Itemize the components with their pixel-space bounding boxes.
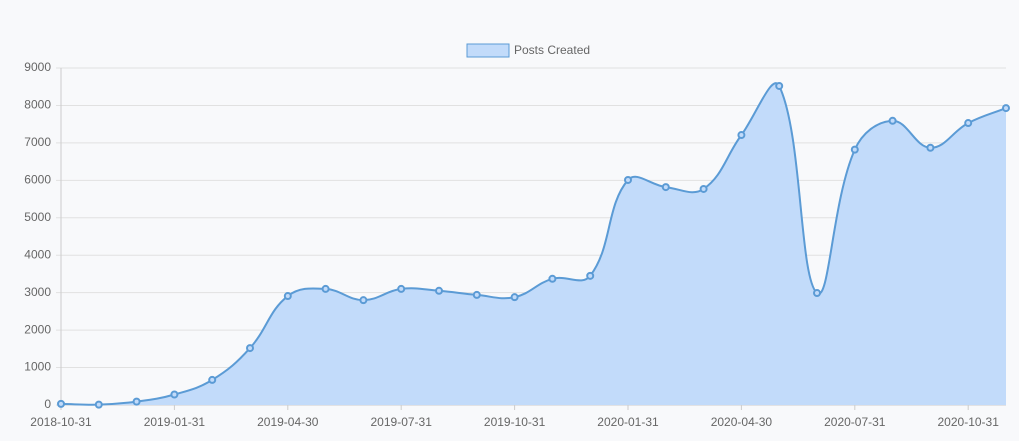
point <box>359 296 368 305</box>
point <box>283 292 292 301</box>
y-tick-label: 5000 <box>24 210 51 224</box>
point <box>964 119 973 128</box>
x-tick-label: 2020-01-31 <box>597 415 659 429</box>
point <box>699 184 708 193</box>
y-tick-label: 3000 <box>24 285 51 299</box>
x-tick-label: 2019-01-31 <box>144 415 206 429</box>
point <box>888 116 897 125</box>
point <box>775 81 784 90</box>
point <box>132 397 141 406</box>
area-fill <box>61 83 1006 405</box>
point <box>435 286 443 295</box>
point <box>1002 104 1010 113</box>
y-tick-label: 1000 <box>24 360 51 374</box>
point <box>813 289 821 298</box>
point <box>472 290 481 299</box>
y-tick-label: 8000 <box>24 98 51 112</box>
y-tick-label: 0 <box>44 397 51 411</box>
x-tick-label: 2019-10-31 <box>484 415 546 429</box>
x-tick-label: 2020-04-30 <box>711 415 773 429</box>
point <box>170 390 179 399</box>
x-tick-label: 2019-07-31 <box>371 415 433 429</box>
point <box>94 400 103 409</box>
line <box>60 82 1007 406</box>
y-tick-label: 6000 <box>24 173 51 187</box>
point <box>208 375 217 384</box>
x-tick-label: 2019-04-30 <box>257 415 319 429</box>
x-tick-label: 2018-10-31 <box>30 415 92 429</box>
point <box>510 293 519 302</box>
point <box>397 284 406 293</box>
point <box>321 284 330 293</box>
y-tick-label: 9000 <box>24 60 51 74</box>
point <box>57 399 65 408</box>
y-tick-label: 2000 <box>24 322 51 336</box>
point <box>246 344 254 353</box>
x-tick-label: 2020-10-31 <box>938 415 1000 429</box>
point <box>661 183 670 192</box>
point <box>586 271 595 280</box>
y-tick-label: 4000 <box>24 247 51 261</box>
legend-label: Posts Created <box>514 43 590 57</box>
point <box>737 131 746 140</box>
x-tick-label: 2020-07-31 <box>824 415 886 429</box>
y-tick-label: 7000 <box>24 135 51 149</box>
point <box>850 145 859 154</box>
point <box>926 143 935 152</box>
point <box>548 274 557 283</box>
point <box>624 175 632 184</box>
legend-swatch <box>466 43 510 58</box>
